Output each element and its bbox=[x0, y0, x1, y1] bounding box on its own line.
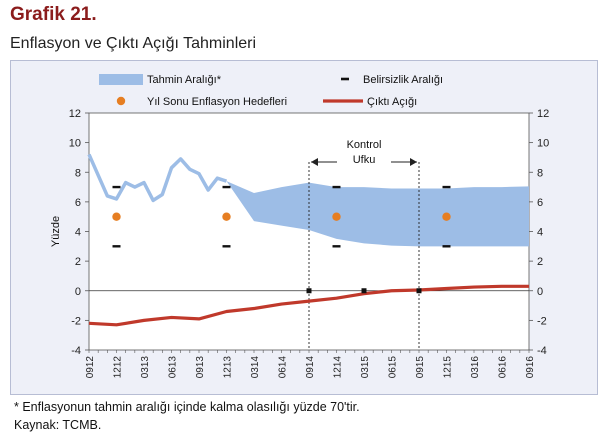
inflation-history-line bbox=[87, 153, 228, 203]
x-tick-label: 0915 bbox=[415, 356, 426, 379]
y-tick-label-left: 4 bbox=[75, 227, 81, 239]
y-tick-label-right: 12 bbox=[537, 108, 549, 120]
year-end-target-point bbox=[332, 212, 341, 221]
x-tick-label: 0316 bbox=[470, 356, 481, 379]
control-horizon-arrow-left-head bbox=[311, 158, 318, 166]
y-tick-label-left: 2 bbox=[75, 256, 81, 268]
zero-axis-marker bbox=[361, 288, 367, 294]
chart-area: -4 -4 -2 -2 0 0 2 2 4 4 6 6 8 8 10 10 12 12 Yüzde 0912 1212 0… bbox=[10, 60, 598, 395]
x-tick-label: 0616 bbox=[498, 356, 509, 379]
y-tick-label-right: 4 bbox=[537, 227, 543, 239]
source-note: Kaynak: TCMB. bbox=[14, 418, 102, 432]
chart-subtitle: Enflasyon ve Çıktı Açığı Tahminleri bbox=[10, 35, 257, 52]
y-tick-label-right: -4 bbox=[537, 345, 547, 357]
y-tick-label-right: 8 bbox=[537, 167, 543, 179]
output-gap-line bbox=[88, 284, 529, 327]
y-tick-label-left: 0 bbox=[75, 286, 81, 298]
y-tick-label-left: 8 bbox=[75, 167, 81, 179]
y-tick-label-left: -4 bbox=[71, 345, 81, 357]
control-horizon-label-line1: Kontrol bbox=[347, 139, 382, 151]
x-tick-label: 1215 bbox=[443, 356, 454, 379]
control-horizon-label-line2: Ufku bbox=[353, 154, 376, 166]
y-tick-label-right: 10 bbox=[537, 138, 549, 150]
x-tick-label: 0913 bbox=[195, 356, 206, 379]
legend-target-label: Yıl Sonu Enflasyon Hedefleri bbox=[147, 96, 287, 108]
chart-title: Grafik 21. bbox=[10, 4, 97, 25]
y-tick-label-right: 0 bbox=[537, 286, 543, 298]
legend-uncertainty-label: Belirsizlik Aralığı bbox=[363, 74, 443, 86]
y-tick-label-right: 2 bbox=[537, 256, 543, 268]
y-axis-label: Yüzde bbox=[50, 216, 62, 247]
year-end-target-point bbox=[442, 212, 451, 221]
control-horizon-arrow-right-head bbox=[410, 158, 417, 166]
y-tick-label-left: 12 bbox=[69, 108, 81, 120]
x-tick-label: 0615 bbox=[388, 356, 399, 379]
x-tick-label: 1212 bbox=[113, 356, 124, 379]
y-tick-label-right: 6 bbox=[537, 197, 543, 209]
x-tick-label: 0314 bbox=[250, 356, 261, 379]
year-end-target-point bbox=[222, 212, 231, 221]
y-tick-label-left: -2 bbox=[71, 315, 81, 327]
footnote: * Enflasyonun tahmin aralığı içinde kalm… bbox=[14, 400, 360, 414]
legend-band-label: Tahmin Aralığı* bbox=[147, 74, 222, 86]
x-tick-label: 0613 bbox=[168, 356, 179, 379]
y-tick-label-left: 10 bbox=[69, 138, 81, 150]
zero-axis-marker bbox=[416, 288, 422, 294]
x-tick-label: 0315 bbox=[360, 356, 371, 379]
x-tick-label: 0912 bbox=[85, 356, 96, 379]
x-tick-label: 1213 bbox=[223, 356, 234, 379]
x-tick-label: 0614 bbox=[278, 356, 289, 379]
legend-output-gap-label: Çıktı Açığı bbox=[367, 96, 417, 108]
zero-axis-marker bbox=[306, 288, 312, 294]
y-tick-label-left: 6 bbox=[75, 197, 81, 209]
x-tick-label: 1214 bbox=[333, 356, 344, 379]
forecast-band bbox=[226, 181, 529, 247]
x-tick-label: 0313 bbox=[140, 356, 151, 379]
year-end-target-point bbox=[112, 212, 121, 221]
x-tick-label: 0916 bbox=[525, 356, 536, 379]
x-tick-label: 0914 bbox=[305, 356, 316, 379]
legend-band-swatch bbox=[99, 74, 143, 85]
legend-target-swatch bbox=[116, 96, 126, 106]
y-tick-label-right: -2 bbox=[537, 315, 547, 327]
